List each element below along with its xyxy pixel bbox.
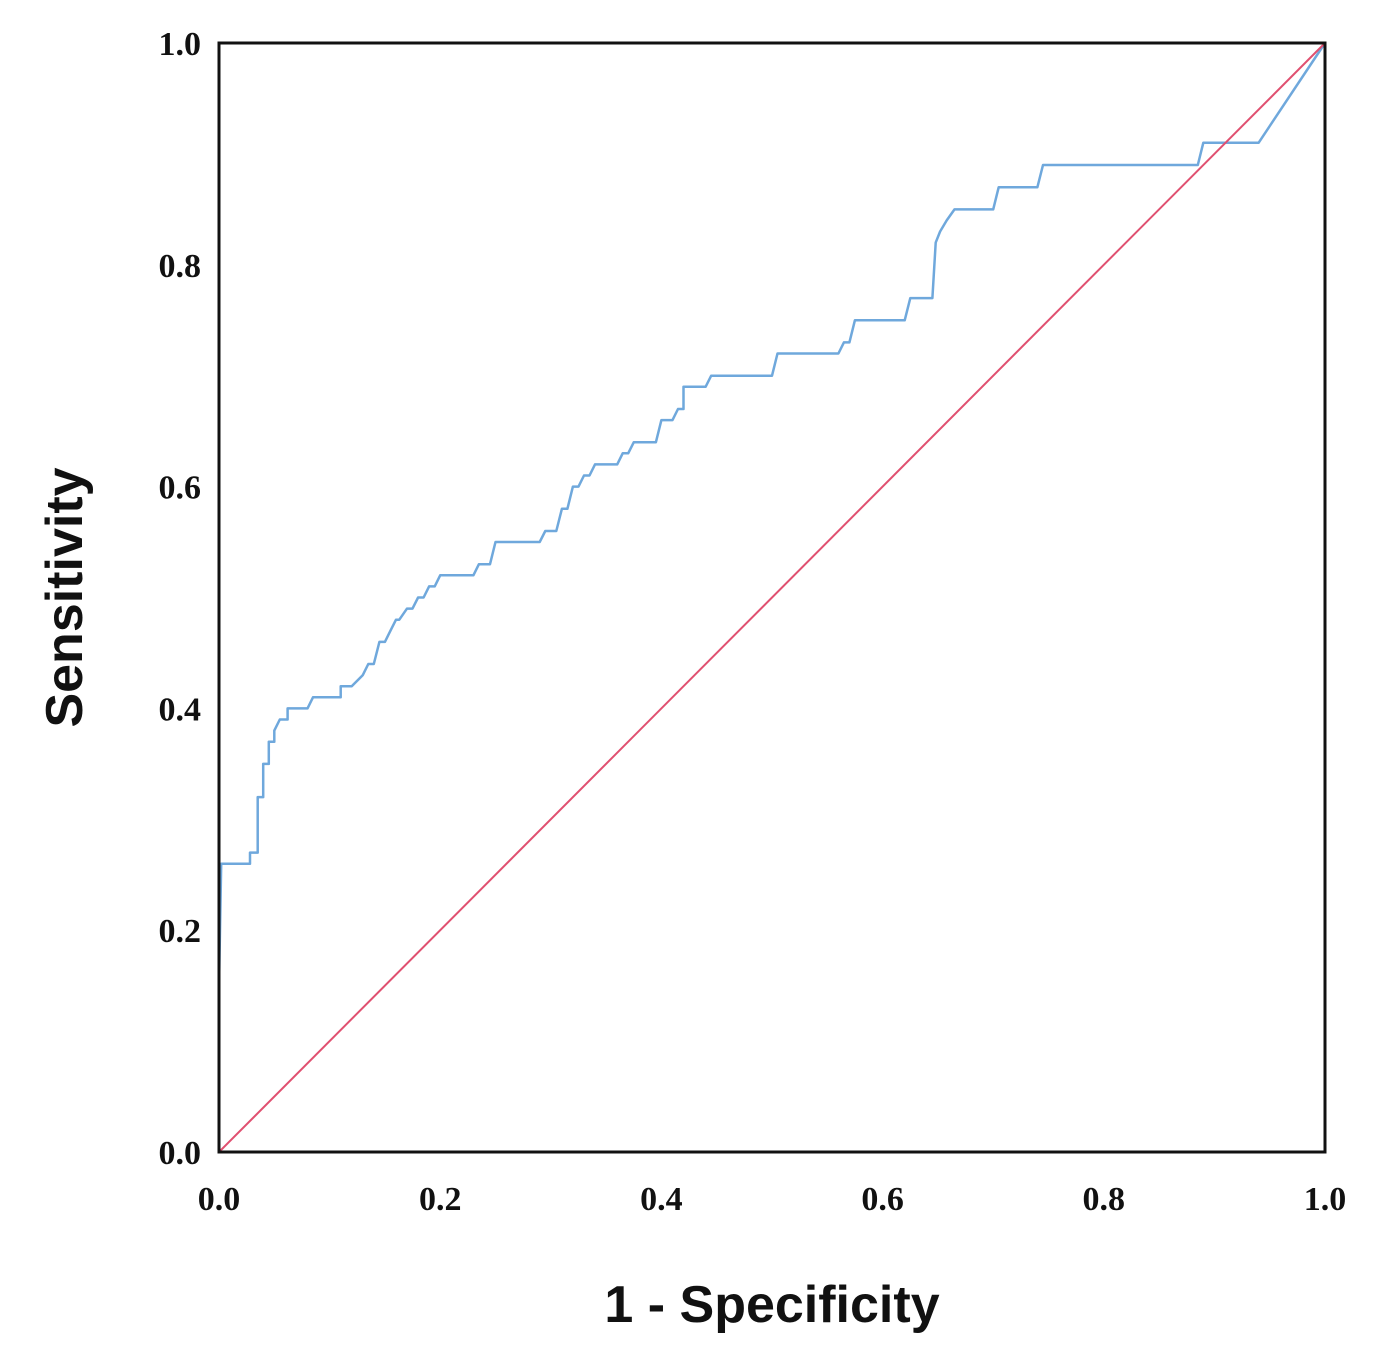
x-axis-title: 1 - Specificity (604, 1276, 939, 1334)
y-axis-title: Sensitivity (36, 467, 94, 727)
y-tick-label: 1.0 (159, 26, 202, 63)
x-tick-label: 0.6 (861, 1181, 904, 1218)
y-tick-label: 0.6 (159, 470, 202, 507)
reference-diagonal-line (218, 42, 1326, 1153)
y-tick-label: 0.0 (159, 1135, 202, 1172)
x-tick-label: 1.0 (1304, 1181, 1347, 1218)
y-tick-label: 0.8 (159, 248, 202, 285)
x-tick-label: 0.8 (1083, 1181, 1126, 1218)
plot-area (217, 42, 1327, 1153)
x-tick-label: 0.2 (419, 1181, 462, 1218)
roc-curve-line (217, 42, 1327, 1152)
x-tick-label: 0.0 (198, 1181, 241, 1218)
x-tick-label: 0.4 (640, 1181, 683, 1218)
y-tick-label: 0.2 (159, 913, 202, 950)
x-axis-ticks: 0.0 0.2 0.4 0.6 0.8 1.0 (198, 1181, 1347, 1218)
y-axis-ticks: 0.0 0.2 0.4 0.6 0.8 1.0 (159, 26, 202, 1172)
y-tick-label: 0.4 (159, 691, 202, 728)
plot-frame (217, 41, 1327, 1154)
